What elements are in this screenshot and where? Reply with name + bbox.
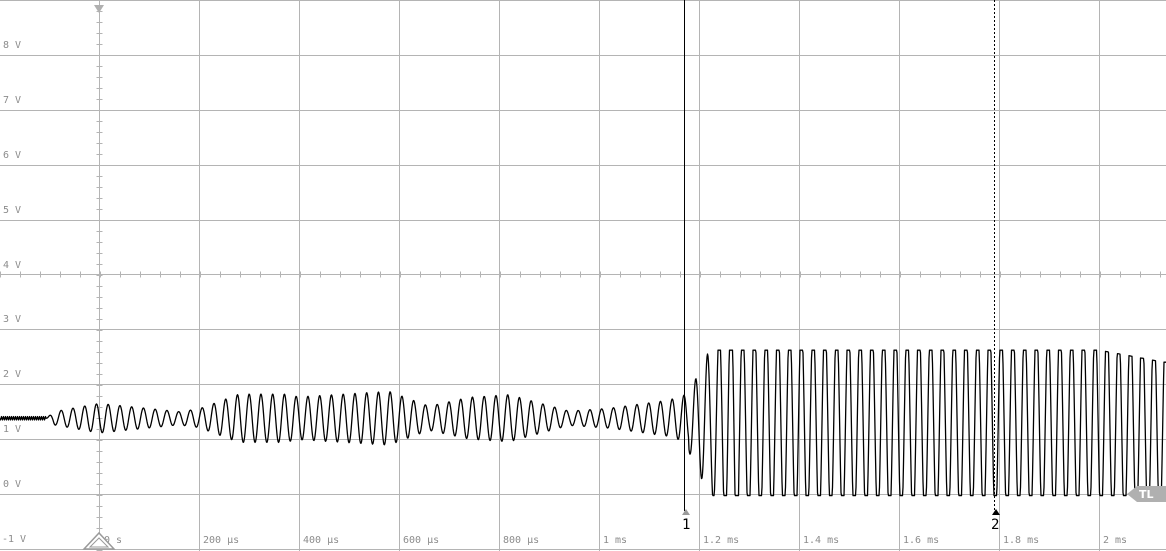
time-label-2ms: 2 ms [1103, 535, 1127, 546]
time-label-1-6ms: 1.6 ms [903, 535, 939, 546]
voltage-label-8: 8 V [3, 40, 21, 51]
voltage-label-neg1: -1 V [2, 534, 26, 545]
time-label-400us: 400 µs [303, 535, 339, 546]
time-label-1-2ms: 1.2 ms [703, 535, 739, 546]
trigger-level-badge[interactable]: TL [1127, 486, 1166, 502]
voltage-label-7: 7 V [3, 95, 21, 106]
voltage-label-6: 6 V [3, 150, 21, 161]
time-axis-labels: 0 s 200 µs 400 µs 600 µs 800 µs 1 ms 1.2… [104, 535, 1127, 546]
voltage-label-5: 5 V [3, 205, 21, 216]
time-label-600us: 600 µs [403, 535, 439, 546]
trigger-position-top-marker[interactable] [94, 5, 104, 13]
time-label-800us: 800 µs [503, 535, 539, 546]
trigger-level-marker[interactable] [1127, 486, 1166, 502]
voltage-label-4: 4 V [3, 260, 21, 271]
waveform-trace [0, 349, 1166, 497]
trigger-level-label: TL [1139, 488, 1154, 501]
cursor-1-marker[interactable] [682, 509, 690, 515]
voltage-label-3: 3 V [3, 314, 21, 325]
voltage-label-2: 2 V [3, 369, 21, 380]
voltage-label-1: 1 V [3, 424, 21, 435]
time-label-1-8ms: 1.8 ms [1003, 535, 1039, 546]
voltage-axis-labels: 8 V 7 V 6 V 5 V 4 V 3 V 2 V 1 V 0 V -1 V [2, 40, 26, 545]
trigger-position-bottom-marker-inner [88, 537, 110, 548]
time-label-200us: 200 µs [203, 535, 239, 546]
cursor-2-label: 2 [991, 517, 999, 533]
time-label-0s: 0 s [104, 535, 122, 546]
voltage-label-0: 0 V [3, 479, 21, 490]
cursor-2-marker[interactable] [992, 509, 1000, 515]
time-label-1-4ms: 1.4 ms [803, 535, 839, 546]
time-label-1ms: 1 ms [603, 535, 627, 546]
cursor-1-label: 1 [682, 517, 690, 533]
